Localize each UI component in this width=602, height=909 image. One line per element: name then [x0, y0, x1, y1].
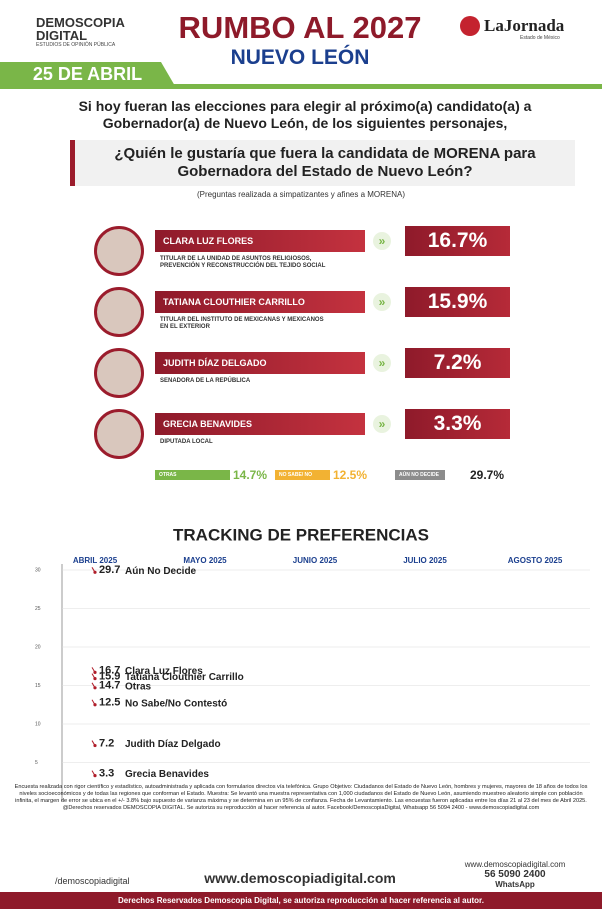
point-tick — [91, 740, 96, 746]
candidate-photo — [94, 287, 144, 337]
candidate-percent: 3.3% — [405, 409, 510, 439]
candidate-name: TATIANA CLOUTHIER CARRILLO — [155, 291, 365, 313]
candidate-photo — [94, 226, 144, 276]
candidate-percent: 15.9% — [405, 287, 510, 317]
candidate-name: GRECIA BENAVIDES — [155, 413, 365, 435]
website: www.demoscopiadigital.com — [204, 870, 396, 886]
candidate-role: DIPUTADA LOCAL — [160, 439, 213, 445]
value-label: 29.7 — [99, 564, 120, 576]
point-tick — [91, 667, 96, 673]
value-label: 7.2 — [99, 737, 114, 749]
series-label: Grecia Benavides — [125, 769, 209, 780]
question-box — [70, 140, 575, 186]
brand-tagline: ESTUDIOS DE OPINIÓN PÚBLICA — [36, 42, 116, 48]
x-tick-label: MAYO 2025 — [183, 556, 227, 565]
candidate-percent: 16.7% — [405, 226, 510, 256]
arrow-icon: » — [373, 354, 391, 372]
contact: www.demoscopiadigital.com 56 5090 2400 W… — [440, 860, 590, 890]
series-label: Judith Díaz Delgado — [125, 739, 221, 750]
other-bar: AÚN NO DECIDE — [395, 470, 445, 480]
phone: 56 5090 2400 — [484, 869, 546, 880]
title: RUMBO AL 2027 — [178, 10, 422, 45]
publisher: LaJornada — [484, 16, 565, 35]
series-label: Tatiana Clouthier Carrillo — [125, 672, 244, 683]
point-tick — [91, 682, 96, 689]
y-tick-label: 30 — [35, 567, 41, 573]
tracking-chart: TRACKING DE PREFERENCIAS 5 10 15 20 25 30 ABRI… — [35, 525, 590, 801]
arrow-icon: » — [373, 232, 391, 250]
divider — [0, 84, 602, 89]
methodology: Encuesta realizada con rigor científico … — [14, 784, 588, 811]
subtitle: NUEVO LEÓN — [230, 46, 370, 69]
candidate-percent: 7.2% — [405, 348, 510, 378]
contact-site: www.demoscopiadigital.com — [464, 860, 566, 869]
point-tick — [91, 567, 96, 573]
x-tick-label: AGOSTO 2025 — [508, 556, 563, 565]
brand: DEMOSCOPIA DIGITAL — [36, 15, 125, 43]
candidate-photo — [94, 348, 144, 398]
point-tick — [91, 699, 96, 706]
candidate-photo — [94, 409, 144, 459]
other-percent: 12.5% — [333, 468, 368, 482]
value-label: 3.3 — [99, 767, 114, 779]
phone-label: WhatsApp — [495, 880, 535, 889]
x-tick-label: ABRIL 2025 — [73, 556, 118, 565]
y-tick-label: 25 — [35, 606, 41, 612]
question: ¿Quién le gustaría que fuera la candidat… — [114, 145, 536, 180]
y-tick-label: 5 — [35, 760, 38, 766]
series-label: Otras — [125, 681, 152, 692]
arrow-icon: » — [373, 293, 391, 311]
date: 25 DE ABRIL — [0, 62, 175, 86]
intro: Si hoy fueran las elecciones para elegir… — [78, 98, 532, 131]
value-label: 12.5 — [99, 697, 120, 709]
x-tick-label: JULIO 2025 — [403, 556, 447, 565]
other-percent: 14.7% — [233, 468, 268, 482]
rights: Derechos Reservados Demoscopia Digital, … — [0, 892, 602, 909]
value-label: 15.9 — [99, 670, 120, 682]
candidate-role: SENADORA DE LA REPÚBLICA — [160, 378, 251, 384]
point-tick — [91, 673, 96, 679]
value-label: 16.7 — [99, 664, 120, 676]
candidate-role: TITULAR DEL INSTITUTO DE MEXICANAS Y MEX… — [160, 317, 324, 330]
series-label: Aún No Decide — [125, 566, 197, 577]
publisher-logo — [460, 16, 480, 36]
social: /demoscopiadigital — [55, 876, 130, 886]
series-label: Clara Luz Flores — [125, 666, 203, 677]
y-tick-label: 20 — [35, 644, 41, 650]
publisher-tagline: Estado de México — [520, 35, 560, 41]
candidate-role: TITULAR DE LA UNIDAD DE ASUNTOS RELIGIOS… — [160, 256, 326, 269]
candidate-name: JUDITH DÍAZ DELGADO — [155, 352, 365, 374]
note: (Preguntas realizada a simpatizantes y a… — [196, 190, 406, 199]
other-bar: OTRAS — [155, 470, 230, 480]
candidate-name: CLARA LUZ FLORES — [155, 230, 365, 252]
point-tick — [91, 770, 96, 776]
other-percent: 29.7% — [470, 468, 505, 482]
x-tick-label: JUNIO 2025 — [293, 556, 338, 565]
series-label: No Sabe/No Contestó — [125, 698, 227, 709]
value-label: 14.7 — [99, 680, 120, 692]
arrow-icon: » — [373, 415, 391, 433]
y-tick-label: 10 — [35, 721, 41, 727]
other-bar: NO SABE/ NO CONTESTÓ — [275, 470, 330, 488]
chart-title: TRACKING DE PREFERENCIAS — [173, 525, 429, 544]
y-tick-label: 15 — [35, 683, 41, 689]
